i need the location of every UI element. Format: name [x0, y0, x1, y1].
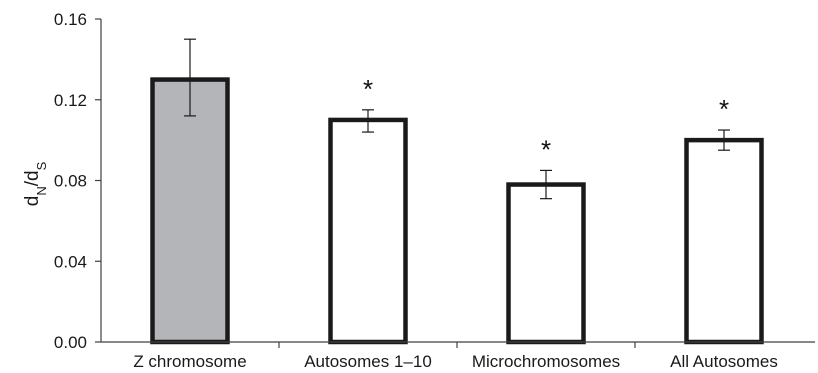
significance-marker: * [541, 134, 551, 164]
significance-marker: * [363, 74, 373, 104]
y-axis-label: dN/dS [22, 161, 49, 206]
y-label-sub-s: S [34, 161, 49, 170]
bar [150, 77, 230, 345]
bar [684, 137, 764, 345]
y-tick-label: 0.04 [54, 252, 87, 271]
y-axis-ticks: 0.00 0.04 0.08 0.12 0.16 [54, 10, 101, 352]
y-label-separator: /d [22, 170, 43, 186]
y-tick-label: 0.00 [54, 333, 87, 352]
significance-marker: * [719, 94, 729, 124]
svg-text:dN/dS: dN/dS [22, 161, 49, 206]
y-tick-label: 0.08 [54, 172, 87, 191]
y-tick-label: 0.16 [54, 10, 87, 29]
x-tick-label: Z chromosome [133, 352, 246, 371]
bar [506, 182, 586, 345]
x-axis-labels: Z chromosome Autosomes 1–10 Microchromosom… [133, 342, 778, 371]
x-tick-label: Autosomes 1–10 [304, 352, 432, 371]
x-tick-label: Microchromosomes [472, 352, 620, 371]
x-tick-label: All Autosomes [670, 352, 778, 371]
y-label-sub-n: N [34, 186, 49, 195]
bars-group: * * * [150, 38, 764, 345]
bar [328, 117, 408, 345]
y-tick-label: 0.12 [54, 91, 87, 110]
y-label-base: d [22, 196, 43, 207]
